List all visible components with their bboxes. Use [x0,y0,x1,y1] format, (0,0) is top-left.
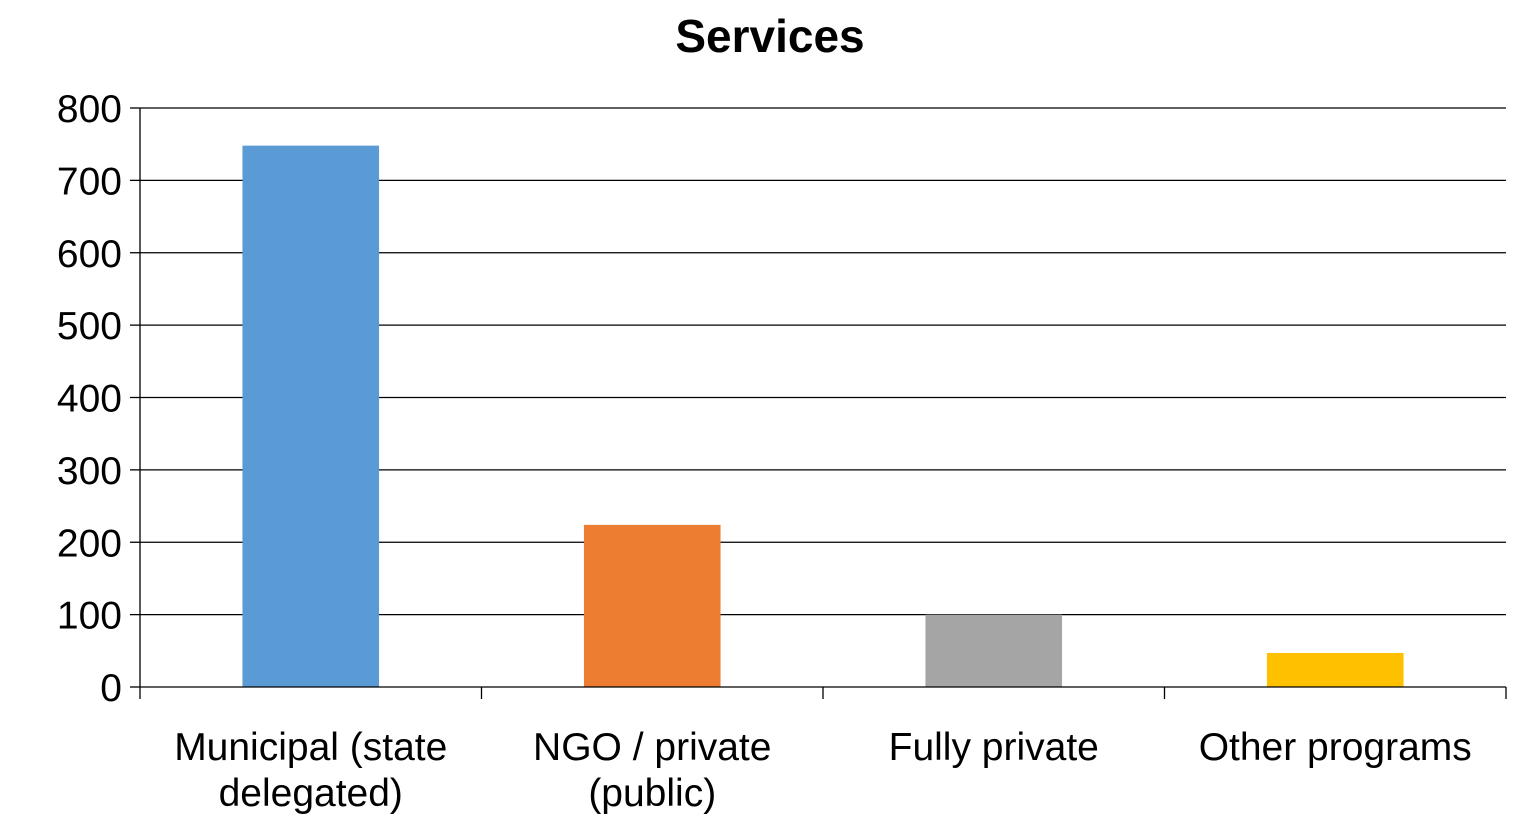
x-tick-label: Fully private [889,726,1099,769]
y-tick-label: 500 [57,305,122,348]
x-tick-label: NGO / private (public) [533,726,771,815]
y-tick-labels: 0 100 200 300 400 500 600 700 800 [57,88,122,710]
y-tick-label: 400 [57,378,122,421]
y-tick-label: 0 [100,667,122,710]
chart-title: Services [675,10,865,62]
bar [1266,652,1404,687]
y-tick-label: 100 [57,595,122,638]
y-tick-label: 800 [57,88,122,131]
bars [242,145,1404,687]
axes [130,107,1507,699]
x-category-labels: Municipal (state delegated) NGO / private(… [174,726,1472,815]
y-tick-label: 700 [57,160,122,203]
y-tick-label: 600 [57,233,122,276]
y-tick-label: 300 [57,450,122,493]
bar [242,145,380,687]
bar [583,524,721,687]
x-tick-label: Municipal (state delegated) [174,726,447,815]
bar [925,614,1063,687]
y-tick-label: 200 [57,522,122,565]
x-tick-label: Other programs [1199,726,1472,769]
